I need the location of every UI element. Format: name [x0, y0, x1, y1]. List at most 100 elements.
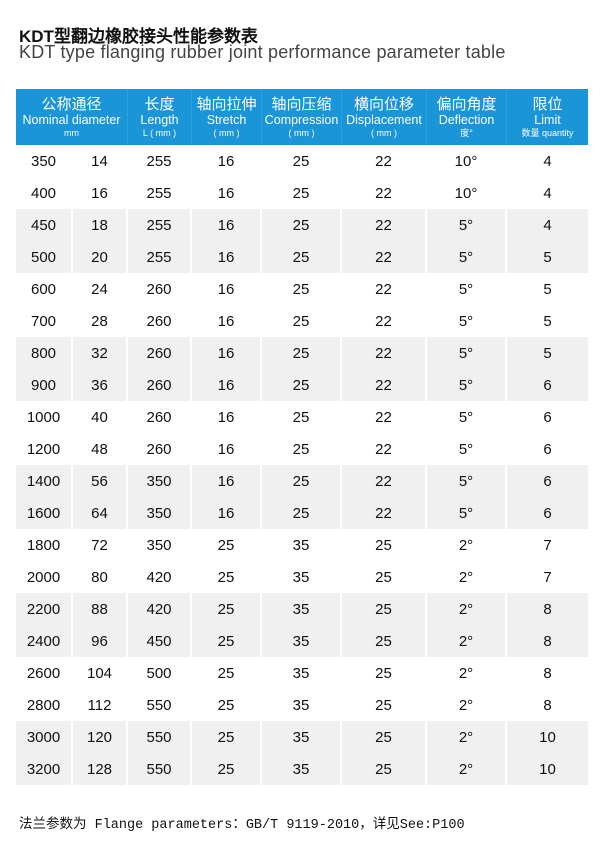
table-cell: 25: [192, 561, 262, 593]
table-cell: 5°: [427, 337, 507, 369]
table-row: 350 14 255 16 25 22 10° 4: [16, 145, 588, 177]
table-cell: 500: [16, 241, 73, 273]
table-row: 700 28 260 16 25 22 5° 5: [16, 305, 588, 337]
table-cell: 16: [192, 209, 262, 241]
table-cell: 5°: [427, 209, 507, 241]
table-cell: 22: [342, 465, 427, 497]
table-cell: 2800: [16, 689, 73, 721]
table-cell: 112: [73, 689, 128, 721]
table-cell: 120: [73, 721, 128, 753]
table-cell: 8: [507, 593, 588, 625]
table-cell: 22: [342, 305, 427, 337]
table-cell: 5°: [427, 465, 507, 497]
table-cell: 2°: [427, 625, 507, 657]
table-cell: 4: [507, 209, 588, 241]
table-cell: 5°: [427, 433, 507, 465]
header-zh: 长度: [144, 96, 175, 114]
table-cell: 550: [128, 689, 192, 721]
header-unit: 数量 quantity: [521, 127, 574, 138]
table-cell: 25: [342, 593, 427, 625]
table-cell: 6: [543, 408, 552, 426]
table-cell: 5: [507, 337, 588, 369]
table-row: 600 24 260 16 25 22 5° 5: [16, 273, 588, 305]
table-cell: 450: [128, 625, 192, 657]
table-cell: 22: [342, 209, 427, 241]
table-cell: 25: [192, 721, 262, 753]
table-cell: 255: [128, 145, 192, 177]
table-cell: 5°: [427, 401, 507, 433]
page-subtitle: KDT type flanging rubber joint performan…: [19, 42, 506, 62]
table-cell: 7: [543, 536, 552, 554]
table-cell: 5°: [427, 305, 507, 337]
table-cell: 2400: [16, 625, 73, 657]
table-cell: 64: [73, 497, 128, 529]
table-cell: 3200: [16, 753, 73, 785]
table-cell: 16: [192, 177, 262, 209]
table-cell: 16: [192, 369, 262, 401]
table-cell: 25: [192, 593, 262, 625]
table-row: 1600 64 350 16 25 22 5° 6: [16, 497, 588, 529]
table-row: 450 18 255 16 25 22 5° 4: [16, 209, 588, 241]
table-cell: 16: [192, 337, 262, 369]
table-cell: 25: [192, 625, 262, 657]
table-cell: 16: [192, 401, 262, 433]
table-row: 2000 80 420 25 35 25 2° 7: [16, 561, 588, 593]
table-cell: 22: [342, 241, 427, 273]
table-cell: 6: [507, 465, 588, 497]
table-cell: 22: [342, 433, 427, 465]
table-cell: 22: [342, 401, 427, 433]
table-cell: 25: [262, 209, 342, 241]
table-cell: 25: [262, 369, 342, 401]
table-cell: 25: [262, 177, 342, 209]
table-cell: 400: [16, 177, 73, 209]
table-cell: 25: [262, 401, 342, 433]
header-unit: ( mm ): [288, 127, 315, 138]
header-unit: 度°: [460, 127, 473, 138]
table-cell: 2°: [427, 689, 507, 721]
table-cell: 25: [262, 433, 342, 465]
table-cell: 255: [128, 209, 192, 241]
page-title: KDT型翻边橡胶接头性能参数表: [19, 27, 258, 46]
table-cell: 3000: [16, 721, 73, 753]
table-cell: 1400: [16, 465, 73, 497]
table-cell: 8: [543, 696, 552, 714]
table-cell: 1200: [16, 433, 73, 465]
table-cell: 25: [342, 625, 427, 657]
table-row: 2600 104 500 25 35 25 2° 8: [16, 657, 588, 689]
column-header: 偏向角度 Deflection 度°: [427, 89, 507, 145]
header-zh: 轴向拉伸: [196, 96, 257, 114]
table-cell: 260: [128, 401, 192, 433]
table-cell: 2°: [427, 657, 507, 689]
table-cell: 10: [507, 753, 588, 785]
header-zh: 限位: [532, 96, 563, 114]
table-cell: 22: [342, 273, 427, 305]
table-cell: 16: [192, 305, 262, 337]
header-zh: 公称通径: [41, 96, 102, 114]
table-cell: 10: [507, 721, 588, 753]
table-cell: 2200: [16, 593, 73, 625]
table-cell: 600: [16, 273, 73, 305]
table-cell: 2°: [427, 529, 507, 561]
table-cell: 35: [262, 561, 342, 593]
table-cell: 22: [342, 177, 427, 209]
table-cell: 96: [73, 625, 128, 657]
table-row: 400 16 255 16 25 22 10° 4: [16, 177, 588, 209]
table-cell: 500: [128, 657, 192, 689]
table-cell: 22: [342, 369, 427, 401]
table-cell: 4: [543, 184, 552, 202]
column-header: 限位 Limit 数量 quantity: [507, 89, 588, 145]
header-en: Nominal diameter: [22, 113, 121, 128]
table-row: 2800 112 550 25 35 25 2° 8: [16, 689, 588, 721]
table-cell: 5: [543, 312, 552, 330]
table-row: 900 36 260 16 25 22 5° 6: [16, 369, 588, 401]
table-cell: 10°: [427, 145, 507, 177]
table-cell: 80: [73, 561, 128, 593]
table-cell: 25: [262, 497, 342, 529]
table-cell: 5°: [427, 369, 507, 401]
table-header: 公称通径 Nominal diameter mm 长度 Length L ( mm ) 轴向…: [16, 89, 588, 145]
table-cell: 450: [16, 209, 73, 241]
table-row: 1400 56 350 16 25 22 5° 6: [16, 465, 588, 497]
table-cell: 350: [16, 145, 73, 177]
table-cell: 25: [192, 689, 262, 721]
table-row: 500 20 255 16 25 22 5° 5: [16, 241, 588, 273]
